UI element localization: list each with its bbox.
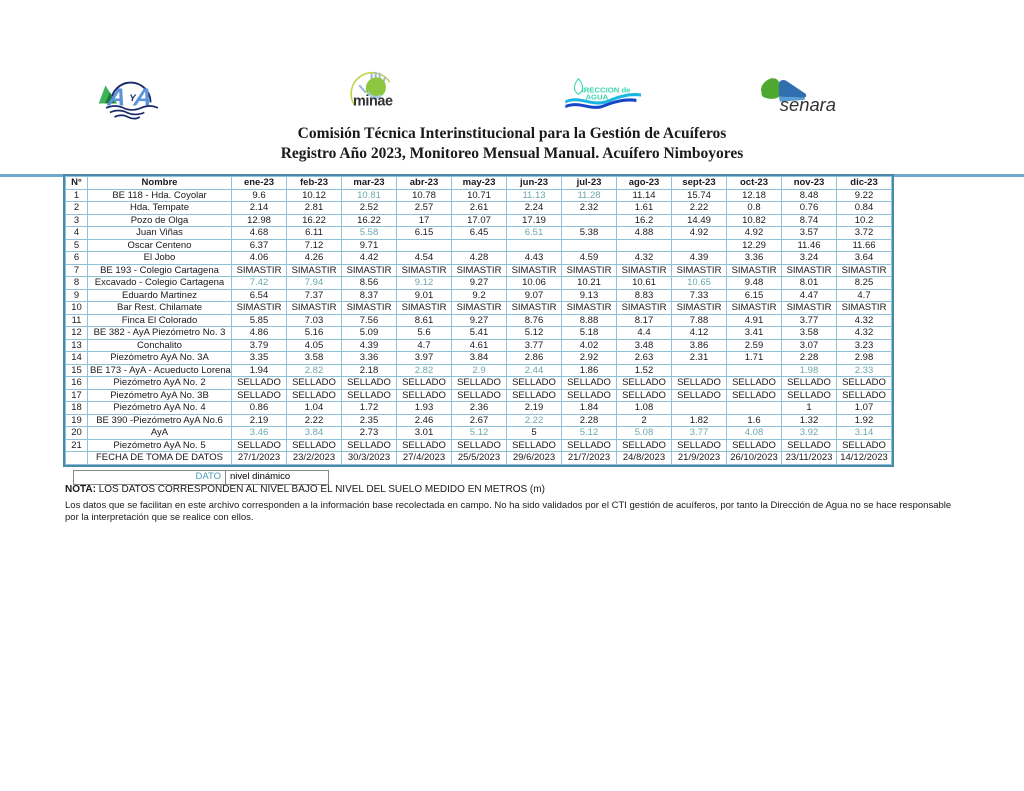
svg-text:minae: minae	[353, 93, 393, 109]
svg-text:AGUA: AGUA	[585, 93, 608, 102]
svg-text:senara: senara	[780, 94, 836, 115]
